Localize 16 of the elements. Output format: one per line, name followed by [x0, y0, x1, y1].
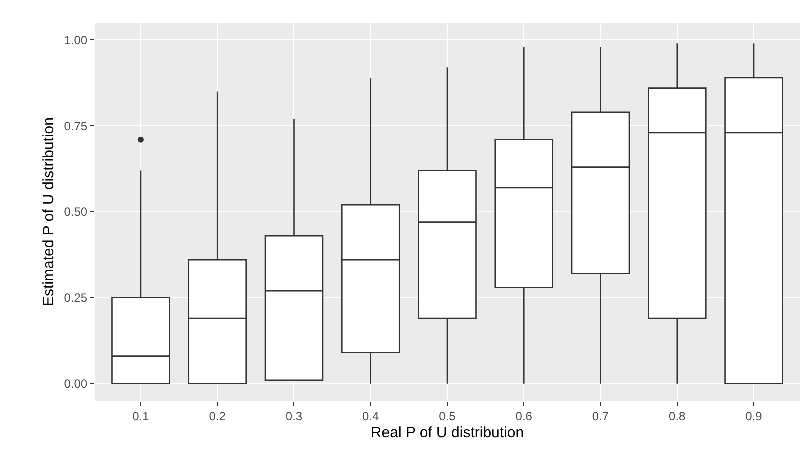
x-axis-title: Real P of U distribution: [370, 424, 524, 442]
y-tick-label: 0.25: [64, 291, 88, 306]
y-axis-title: Estimated P of U distribution: [40, 118, 58, 306]
y-tick-label: 0.50: [64, 205, 88, 220]
x-tick-label: 0.2: [209, 409, 226, 424]
x-tick-label: 0.4: [362, 409, 380, 424]
y-tick-label: 0.75: [64, 119, 88, 134]
x-tick-label: 0.8: [669, 409, 686, 424]
y-tick-label: 1.00: [64, 33, 88, 48]
x-tick-label: 0.3: [286, 409, 303, 424]
x-tick-label: 0.1: [132, 409, 150, 424]
x-tick-label: 0.9: [746, 409, 763, 424]
x-tick-label: 0.7: [592, 409, 610, 424]
y-tick-label: 0.00: [64, 377, 88, 392]
x-tick-label: 0.6: [516, 409, 533, 424]
x-tick-label: 0.5: [439, 409, 456, 424]
